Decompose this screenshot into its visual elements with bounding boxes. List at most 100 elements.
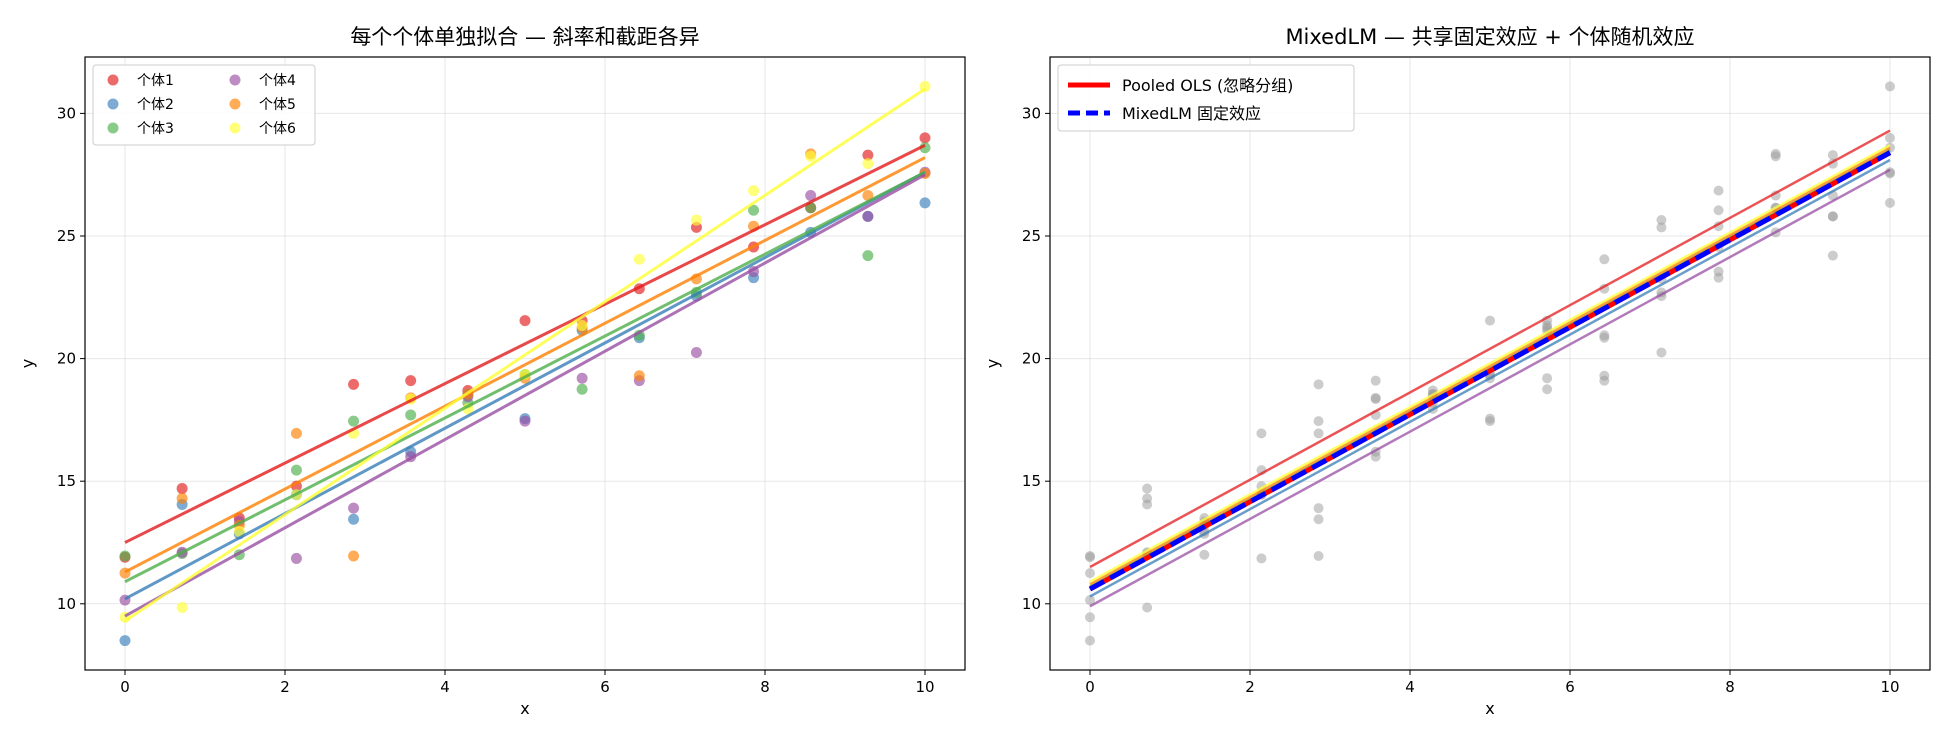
pooled-data-point — [1770, 151, 1781, 162]
data-point-个体5 — [633, 370, 645, 382]
pooled-data-point — [1370, 394, 1381, 405]
legend-label: MixedLM 固定效应 — [1122, 104, 1261, 123]
pooled-data-point — [1713, 185, 1724, 196]
data-point-个体4 — [576, 372, 588, 384]
pooled-data-point — [1885, 81, 1895, 92]
right-panel-mixedlm: 0 2 4 6 8 10 10 15 20 25 30 MixedLM — 共享固定效应 + 个体随机… — [983, 25, 1931, 718]
data-point-个体5 — [862, 190, 874, 202]
pooled-data-point — [1599, 330, 1610, 341]
pooled-data-point — [1827, 250, 1838, 261]
data-point-个体2 — [348, 513, 360, 525]
x-tick-label: 8 — [760, 678, 770, 696]
y-axis-label: y — [983, 359, 1002, 368]
x-tick-label: 10 — [1880, 678, 1899, 696]
fit-line-个体1 — [124, 143, 926, 544]
data-point-个体2 — [919, 197, 931, 209]
random-effect-line — [1089, 158, 1891, 598]
pooled-data-point — [1885, 132, 1895, 143]
fit-line-个体3 — [124, 170, 926, 584]
x-tick-label: 8 — [1725, 678, 1735, 696]
data-point-个体1 — [348, 378, 360, 390]
data-point-个体3 — [119, 550, 131, 562]
data-point-个体1 — [405, 375, 417, 387]
x-tick-label: 2 — [1245, 678, 1255, 696]
pooled-data-point — [1713, 266, 1724, 277]
y-tick-label: 25 — [57, 227, 76, 245]
pooled-data-point — [1085, 635, 1095, 646]
legend: Pooled OLS (忽略分组) MixedLM 固定效应 — [1057, 64, 1355, 132]
pooled-data-point — [1313, 428, 1324, 439]
pooled-data-point — [1142, 602, 1153, 613]
pooled-data-point — [1485, 315, 1495, 326]
random-effect-line — [1089, 144, 1891, 583]
pooled-data-point — [1827, 150, 1838, 161]
y-tick-label: 25 — [1022, 227, 1041, 245]
legend-label: 个体4 — [259, 73, 296, 89]
data-point-个体4 — [519, 415, 531, 427]
data-point-个体4 — [290, 552, 302, 564]
x-tick-label: 0 — [1085, 678, 1095, 696]
x-axis-label: x — [1485, 699, 1494, 718]
data-point-个体6 — [690, 214, 702, 226]
random-effect-line — [1089, 168, 1891, 608]
legend-label: 个体6 — [259, 121, 296, 137]
y-tick-label: 30 — [1022, 104, 1041, 122]
pooled-data-point — [1599, 370, 1610, 381]
pooled-data-point — [1199, 549, 1210, 560]
data-point-个体5 — [176, 492, 188, 504]
pooled-data-point — [1656, 347, 1667, 358]
fit-line-个体6 — [124, 87, 926, 623]
plot-area — [119, 80, 931, 647]
x-tick-label: 6 — [1565, 678, 1575, 696]
x-tick-label: 0 — [120, 678, 130, 696]
y-tick-label: 20 — [1022, 350, 1041, 368]
pooled-data-point — [1313, 550, 1324, 561]
pooled-data-point — [1313, 416, 1324, 427]
pooled-data-point — [1656, 215, 1667, 226]
data-point-个体2 — [119, 635, 131, 647]
legend-label: 个体1 — [137, 73, 174, 89]
legend-box — [1057, 64, 1355, 132]
y-tick-label: 20 — [57, 350, 76, 368]
pooled-data-point — [1313, 514, 1324, 525]
pooled-data-point — [1313, 379, 1324, 390]
pooled-data-point — [1599, 254, 1610, 265]
x-tick-label: 6 — [600, 678, 610, 696]
fit-line-个体4 — [124, 173, 926, 618]
pooled-data-point — [1142, 493, 1153, 504]
y-tick-label: 10 — [1022, 595, 1041, 613]
data-point-个体4 — [805, 190, 817, 202]
x-axis-label: x — [520, 699, 529, 718]
left-panel-individual-fits: 0 2 4 6 8 10 10 15 20 25 30 每个个体单独拟合 — 斜率和截距各异 x y 个体1… — [18, 25, 966, 718]
data-point-个体4 — [348, 502, 360, 514]
data-point-个体6 — [176, 601, 188, 613]
axes-frame — [1049, 56, 1931, 671]
pooled-data-point — [1142, 483, 1153, 494]
legend-marker-个体6 — [229, 122, 241, 134]
legend-label: 个体2 — [137, 97, 174, 113]
data-point-个体3 — [405, 409, 417, 421]
gridlines — [1050, 57, 1930, 670]
plot-area — [1085, 81, 1895, 646]
x-tick-label: 4 — [440, 678, 450, 696]
data-point-个体6 — [805, 150, 817, 162]
data-point-个体3 — [862, 250, 874, 262]
random-effect-line — [1089, 129, 1891, 569]
fit-line-个体5 — [124, 156, 926, 574]
pooled-data-point — [1256, 553, 1267, 564]
data-point-个体1 — [176, 483, 188, 495]
data-point-个体6 — [576, 319, 588, 331]
pooled-data-point — [1085, 595, 1095, 606]
data-point-个体4 — [862, 210, 874, 222]
pooled-data-point — [1085, 612, 1095, 623]
data-point-个体3 — [748, 204, 760, 216]
x-tick-label: 4 — [1405, 678, 1415, 696]
legend-marker-个体4 — [229, 74, 241, 86]
fit-line-个体2 — [124, 170, 926, 601]
pooled-data-point — [1542, 373, 1553, 384]
x-tick-label: 10 — [915, 678, 934, 696]
legend: 个体1 个体2 个体3 个体4 个体5 个体6 — [92, 64, 316, 146]
pooled-data-point — [1542, 384, 1553, 395]
legend-marker-个体2 — [107, 98, 119, 110]
